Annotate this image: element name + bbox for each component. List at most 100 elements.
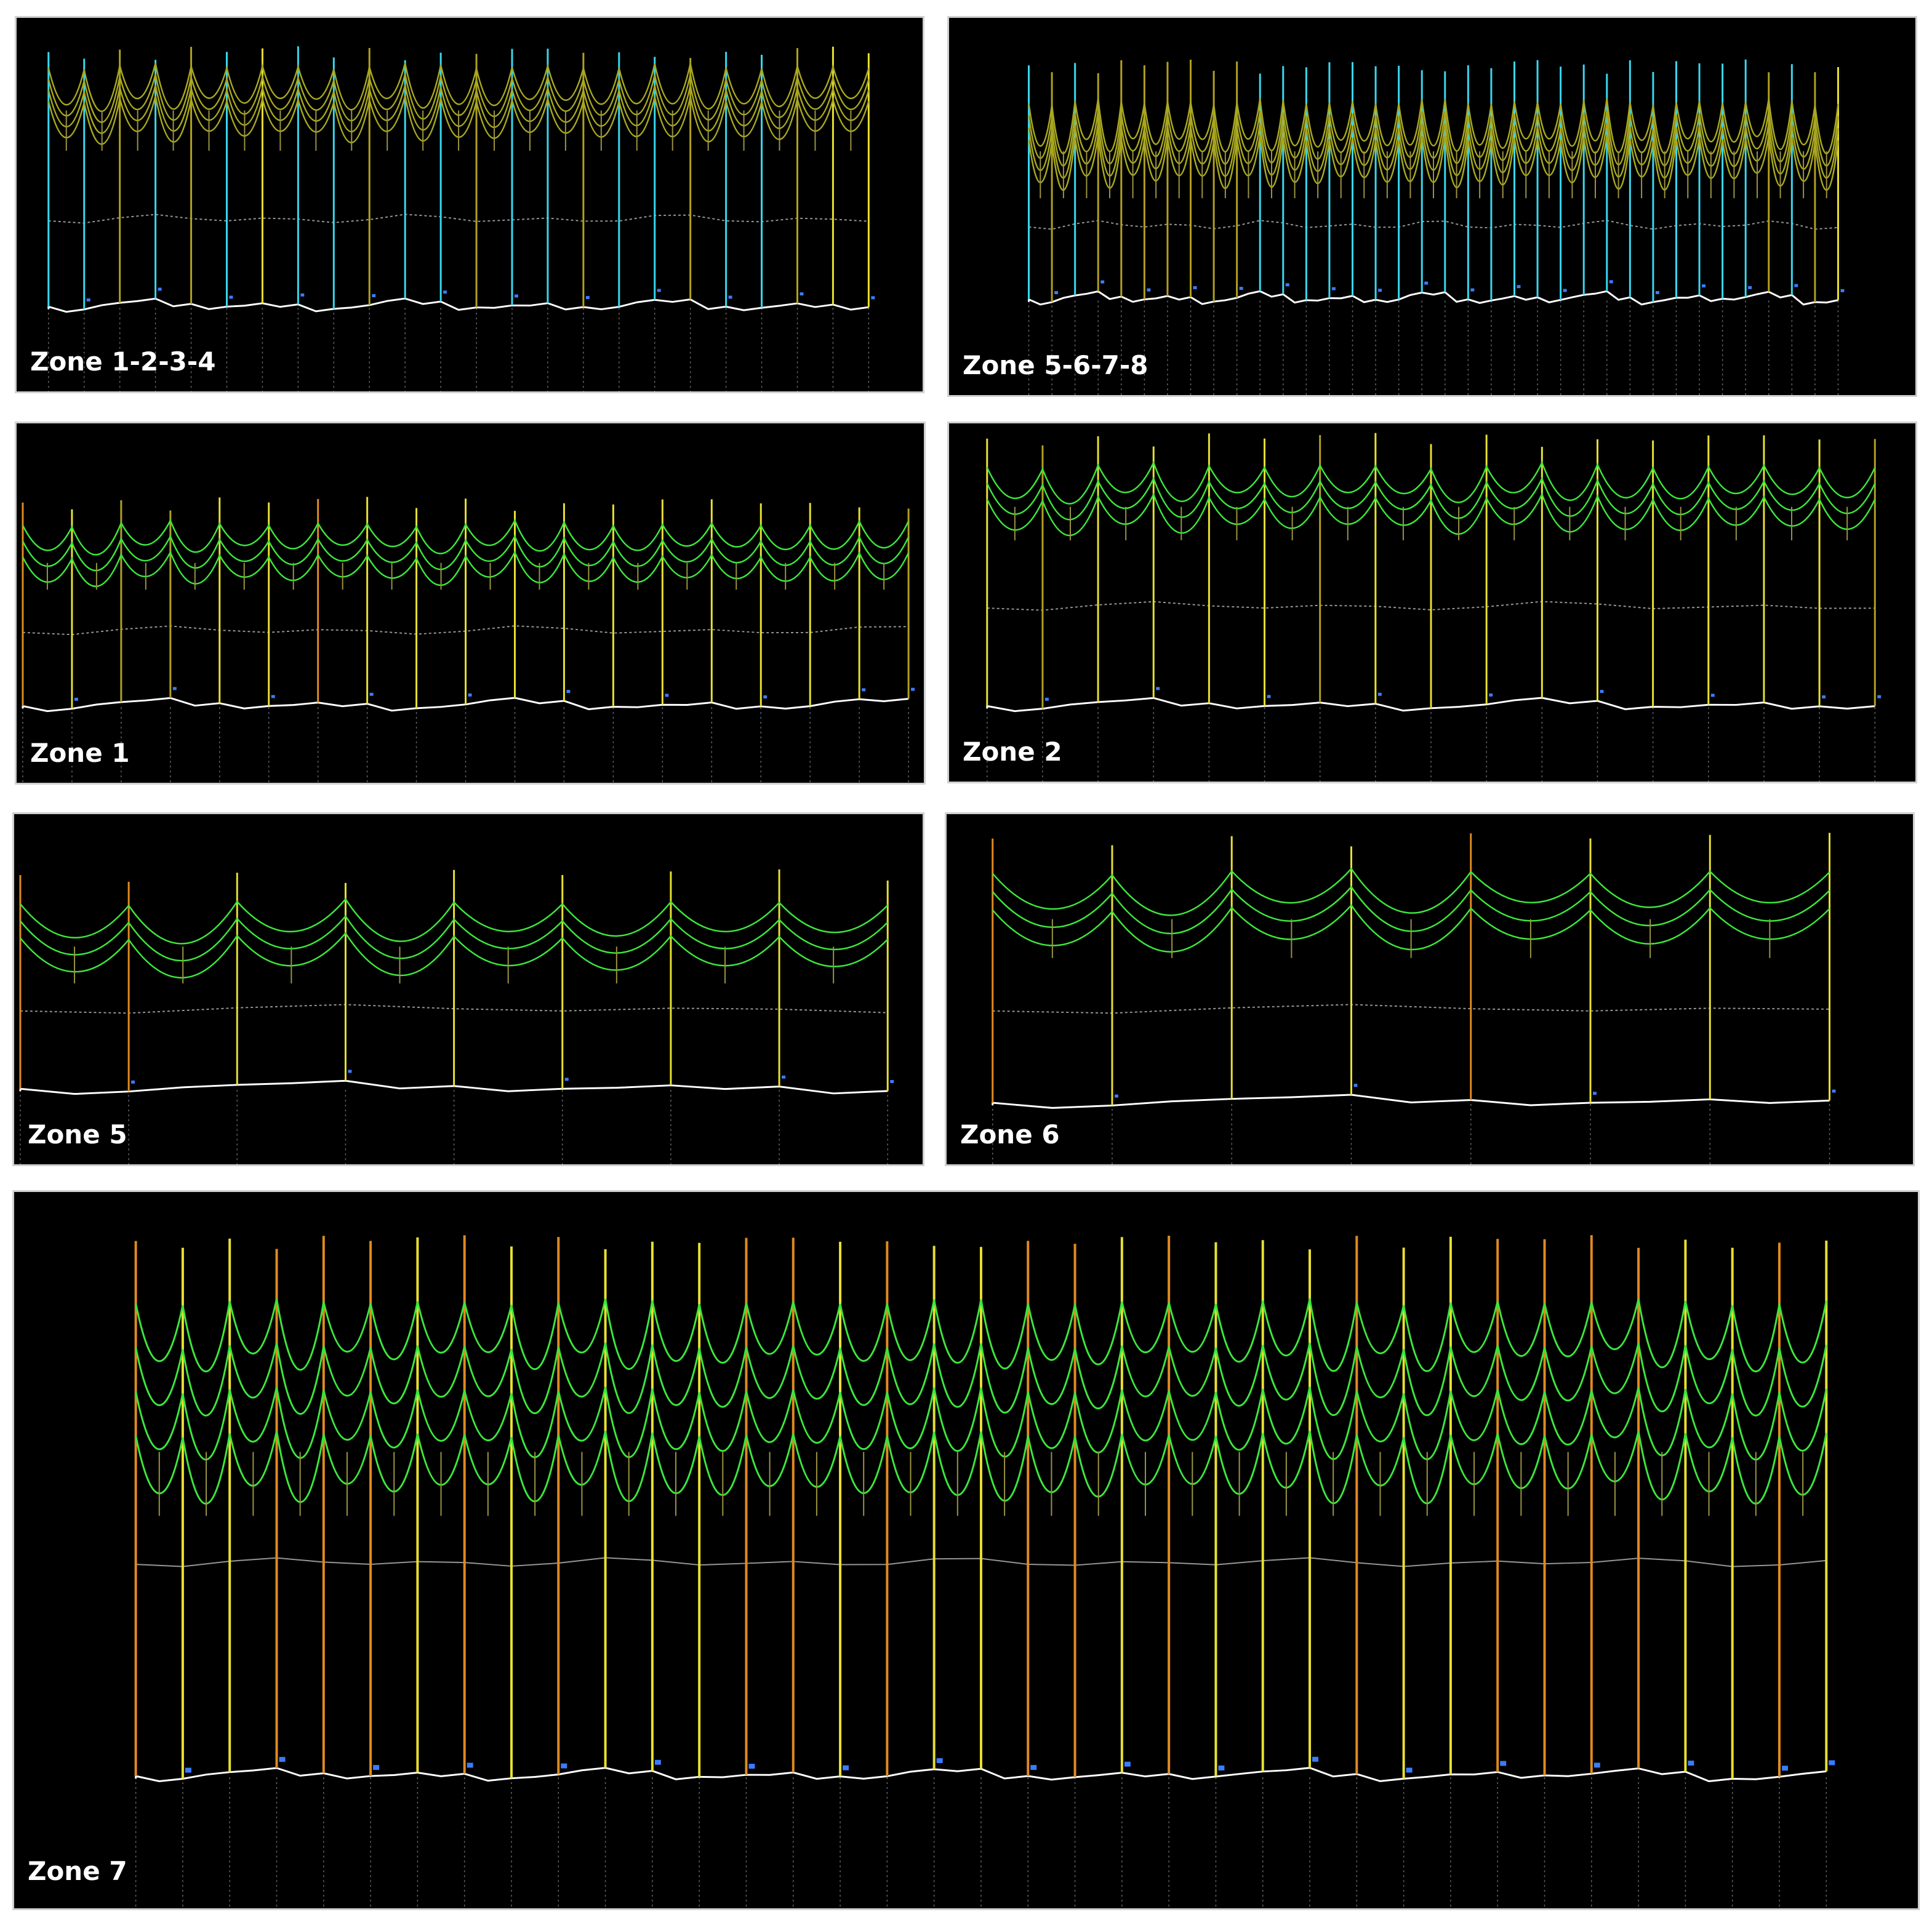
zone-label: Zone 1-2-3-4 [30, 346, 216, 377]
pole-marker [1267, 695, 1271, 698]
pole-marker [911, 687, 915, 691]
pole-marker [1424, 281, 1429, 285]
pole-marker [657, 289, 661, 292]
pole-marker [158, 287, 162, 291]
cable-line [47, 74, 870, 123]
cable-line [1028, 98, 1839, 154]
clearance-line [992, 1004, 1830, 1014]
pole-marker [1114, 1094, 1118, 1098]
pole-marker [1655, 290, 1659, 294]
clearance-line [1028, 220, 1838, 230]
pole-marker [862, 688, 866, 692]
pole-marker [467, 1762, 473, 1768]
clearance-line [987, 601, 1875, 611]
cable-line [47, 84, 870, 134]
cable-line [19, 932, 889, 979]
ground-profile [1028, 290, 1838, 306]
pole-marker [871, 296, 875, 300]
pole-marker [1593, 1762, 1600, 1768]
pole-marker [890, 1080, 894, 1083]
pole-marker [1702, 284, 1706, 288]
pole-marker [566, 690, 571, 694]
panel-zone-2: Zone 2 [947, 422, 1917, 783]
pole-marker [300, 293, 305, 297]
cable-line [986, 460, 1876, 505]
pole-marker [1563, 289, 1567, 292]
ground-profile [135, 1767, 1827, 1783]
pole-marker [1331, 287, 1336, 290]
pole-marker [1710, 694, 1715, 697]
cable-line [986, 492, 1876, 537]
pole-marker [443, 290, 447, 294]
pole-marker [369, 692, 374, 696]
ground-profile [19, 1079, 888, 1095]
pole-marker [936, 1758, 943, 1764]
diagram-zone-5-6-7-8 [1028, 59, 1845, 395]
cable-line [135, 1386, 1827, 1461]
cable-line [47, 95, 870, 145]
pole-marker [564, 1078, 569, 1081]
pole-marker [373, 1765, 380, 1770]
cable-line [992, 867, 1830, 916]
cable-line [19, 914, 889, 962]
pole-marker [348, 1070, 352, 1073]
pole-marker [1030, 1765, 1037, 1770]
pole-marker [1377, 692, 1382, 696]
cable-line [135, 1298, 1827, 1373]
pole-marker [1832, 1089, 1836, 1093]
pole-marker [1609, 280, 1613, 284]
pole-marker [185, 1767, 191, 1773]
pole-marker [1406, 1767, 1413, 1773]
ground-profile [986, 697, 1875, 713]
pole-marker [728, 295, 732, 299]
pole-marker [665, 694, 669, 697]
zone-label: Zone 5-6-7-8 [963, 350, 1148, 380]
panel-zone-1-2-3-4: Zone 1-2-3-4 [15, 16, 924, 393]
pole-marker [1781, 1766, 1788, 1771]
pole-marker [1489, 693, 1493, 697]
pole-marker [1147, 288, 1151, 292]
ground-profile [22, 697, 909, 713]
cable-line [22, 534, 910, 572]
pole-marker [1794, 284, 1798, 287]
panel-zone-6: Zone 6 [945, 812, 1915, 1166]
pole-marker [1218, 1766, 1225, 1770]
pole-marker [1285, 283, 1289, 287]
panel-zone-5-6-7-8: Zone 5-6-7-8 [947, 16, 1917, 397]
diagram-zone-7 [134, 1235, 1835, 1908]
pole-marker [1748, 286, 1752, 289]
pole-marker [1156, 687, 1160, 690]
cable-line [135, 1342, 1827, 1417]
pole-marker [1470, 288, 1475, 292]
clearance-line [48, 214, 869, 224]
pole-marker [1044, 697, 1049, 701]
cable-line [986, 476, 1876, 521]
zone-label: Zone 7 [28, 1856, 127, 1886]
zone-label: Zone 5 [28, 1119, 127, 1150]
panel-zone-1: Zone 1 [15, 422, 926, 785]
cable-line [22, 518, 910, 556]
pole-marker [86, 298, 90, 302]
pole-marker [1500, 1761, 1507, 1766]
pole-marker [468, 693, 472, 697]
pole-marker [1840, 289, 1845, 292]
pole-marker [1688, 1761, 1694, 1766]
pole-marker [843, 1765, 849, 1770]
pole-marker [1600, 690, 1604, 694]
pole-marker [1378, 289, 1382, 292]
pole-marker [74, 697, 78, 701]
zone-label: Zone 1 [30, 738, 130, 768]
pole-marker [748, 1764, 755, 1769]
pole-marker [131, 1080, 135, 1084]
diagram-zone-2 [986, 433, 1882, 782]
pole-marker [1829, 1760, 1835, 1766]
pole-marker [172, 687, 177, 690]
pole-marker [1353, 1084, 1358, 1087]
cable-line [19, 897, 889, 945]
pole-marker [654, 1759, 661, 1765]
diagram-zone-1 [22, 497, 915, 783]
pole-marker [1312, 1756, 1319, 1762]
pole-marker [1822, 695, 1826, 698]
pole-marker [514, 294, 518, 298]
pole-marker [763, 695, 768, 698]
